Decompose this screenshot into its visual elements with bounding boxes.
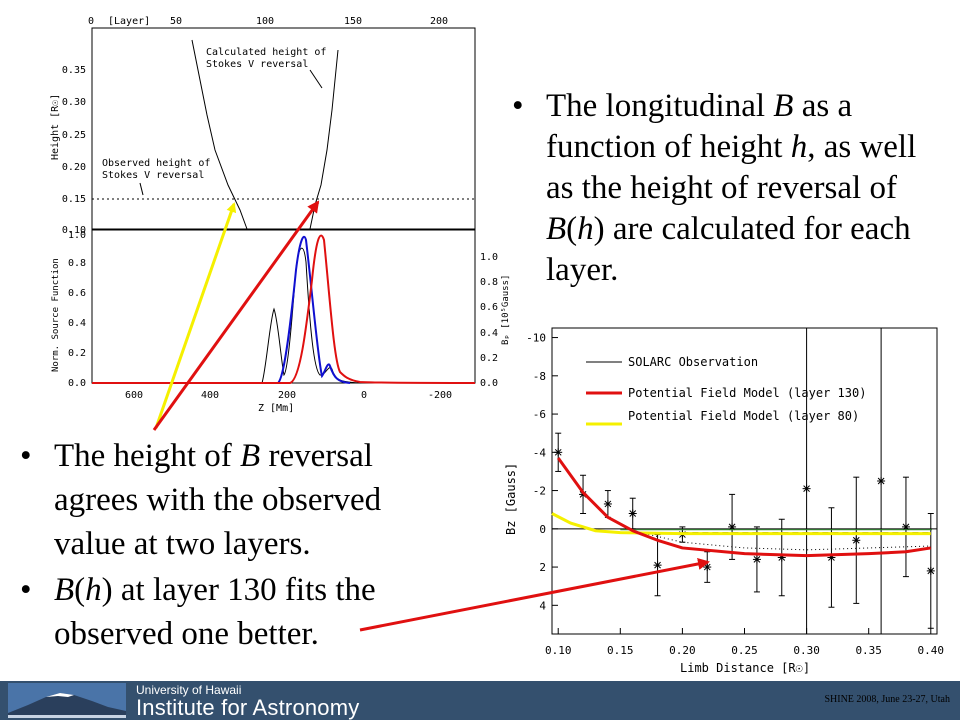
x-tick-label: 0.15 — [607, 644, 634, 657]
y-tick-label: 0 — [539, 523, 546, 536]
source-function-black — [261, 247, 361, 384]
height-vs-layer-chart: 0 [Layer] 50 100 150 200 0.35 0.30 0.25 … — [50, 16, 476, 236]
source-function-chart: 1.0 0.8 0.6 0.4 0.2 0.0 Norm. Source Fun… — [51, 229, 511, 414]
chart-legend: SOLARC Observation Potential Field Model… — [586, 355, 866, 426]
observation-point — [802, 484, 811, 493]
arrow-red-upper — [152, 200, 320, 431]
dotted-curve — [632, 530, 931, 551]
bullets-left: The height of B reversal agrees with the… — [20, 434, 430, 658]
right-tick-label: 1.0 — [480, 252, 498, 263]
model-layer80-line — [551, 512, 931, 536]
legend-label-layer130: Potential Field Model (layer 130) — [628, 386, 866, 400]
right-tick-label: 0.4 — [480, 328, 498, 339]
annotation-arrow — [309, 69, 323, 89]
footer-bar: University of Hawaii Institute for Astro… — [0, 681, 960, 720]
bullet-left-1: B(h) at layer 130 fits the observed one … — [20, 568, 430, 656]
y-tick-label: 0.0 — [68, 378, 86, 389]
observation-point — [554, 448, 563, 457]
chart-frame — [91, 229, 476, 384]
chart-frame — [91, 27, 476, 230]
y-tick-label: 0.8 — [68, 258, 86, 269]
y-tick-label: 0.6 — [68, 288, 86, 299]
y-tick-label: 0.10 — [62, 225, 86, 236]
bullets-right: The longitudinal B as a function of heig… — [512, 86, 932, 291]
annotation-observed: Observed height of — [102, 158, 210, 169]
y-tick-label: 0.30 — [62, 97, 86, 108]
footer-note: SHINE 2008, June 23-27, Utah — [824, 694, 950, 705]
top-tick-label: 150 — [344, 16, 362, 27]
observation-point — [653, 561, 662, 570]
y-tick-label: 0.20 — [62, 162, 86, 173]
y-tick-label: -10 — [526, 332, 546, 345]
legend-label-layer80: Potential Field Model (layer 80) — [628, 409, 859, 423]
y-tick-label: 0.4 — [68, 318, 86, 329]
top-tick-label: 50 — [170, 16, 182, 27]
mountain-logo-icon — [8, 683, 126, 718]
observation-point — [703, 563, 712, 572]
bullet-right-0: The longitudinal B as a function of heig… — [512, 86, 932, 291]
top-tick-label: 200 — [430, 16, 448, 27]
top-tick-label: 0 — [88, 16, 94, 27]
y-axis-label: Height [R☉] — [50, 94, 61, 160]
observation-point — [603, 499, 612, 508]
top-tick-label: 100 — [256, 16, 274, 27]
x-tick-label: 0 — [361, 390, 367, 401]
observation-point — [926, 566, 935, 575]
y-axis-label: Bz [Gauss] — [504, 463, 518, 535]
y-tick-label: -8 — [533, 370, 546, 383]
footer-university: University of Hawaii — [136, 683, 242, 697]
footer-institute: Institute for Astronomy — [136, 695, 360, 720]
y-tick-label: 1.0 — [68, 230, 86, 241]
y-tick-label: -2 — [533, 485, 546, 498]
x-tick-label: 0.10 — [545, 644, 572, 657]
bullet-left-0: The height of B reversal agrees with the… — [20, 434, 430, 566]
x-axis-label: Z [Mm] — [258, 403, 294, 414]
observation-point — [877, 477, 886, 485]
observation-point — [901, 522, 910, 531]
y-tick-label: -4 — [533, 446, 547, 459]
reversal-curve-left — [191, 39, 248, 230]
x-tick-label: 0.35 — [855, 644, 882, 657]
right-tick-label: 0.8 — [480, 277, 498, 288]
right-tick-label: 0.0 — [480, 378, 498, 389]
y-axis-label: Norm. Source Function — [51, 258, 61, 372]
right-axis-label: Bₚ [10⁵Gauss] — [501, 275, 511, 345]
x-tick-label: 0.40 — [918, 644, 945, 657]
y-tick-label: 0.2 — [68, 348, 86, 359]
x-tick-label: 600 — [125, 390, 143, 401]
x-axis-label: Limb Distance [R☉] — [680, 661, 810, 675]
right-tick-label: 0.2 — [480, 353, 498, 364]
x-tick-label: 0.20 — [669, 644, 696, 657]
x-tick-label: 0.25 — [731, 644, 758, 657]
observation-point — [628, 509, 637, 518]
annotation-calculated: Calculated height of — [206, 47, 326, 58]
x-tick-label: 200 — [278, 390, 296, 401]
arrow-yellow — [154, 202, 237, 429]
bz-vs-limb-distance-chart: -10 -8 -6 -4 -2 0 2 4 0.10 0.15 0.20 0.25 0.30 0.35 0… — [504, 327, 945, 675]
y-tick-label: -6 — [533, 408, 546, 421]
x-tick-label: 0.30 — [793, 644, 820, 657]
source-function-red — [92, 234, 476, 384]
y-tick-label: 2 — [539, 561, 546, 574]
source-function-blue — [277, 235, 351, 384]
y-tick-label: 0.35 — [62, 65, 86, 76]
y-tick-label: 4 — [539, 599, 546, 612]
y-tick-label: 0.25 — [62, 130, 86, 141]
annotation-arrow — [139, 182, 144, 196]
model-layer130-line — [556, 457, 932, 558]
x-tick-label: -200 — [428, 390, 452, 401]
right-tick-label: 0.6 — [480, 302, 498, 313]
annotation-observed-2: Stokes V reversal — [102, 170, 204, 181]
annotation-calculated-2: Stokes V reversal — [206, 59, 308, 70]
observation-point — [752, 555, 761, 564]
legend-label-observation: SOLARC Observation — [628, 355, 758, 369]
y-tick-label: 0.15 — [62, 194, 86, 205]
observation-point — [852, 536, 861, 545]
x-tick-label: 400 — [201, 390, 219, 401]
top-axis-label: [Layer] — [108, 16, 150, 27]
